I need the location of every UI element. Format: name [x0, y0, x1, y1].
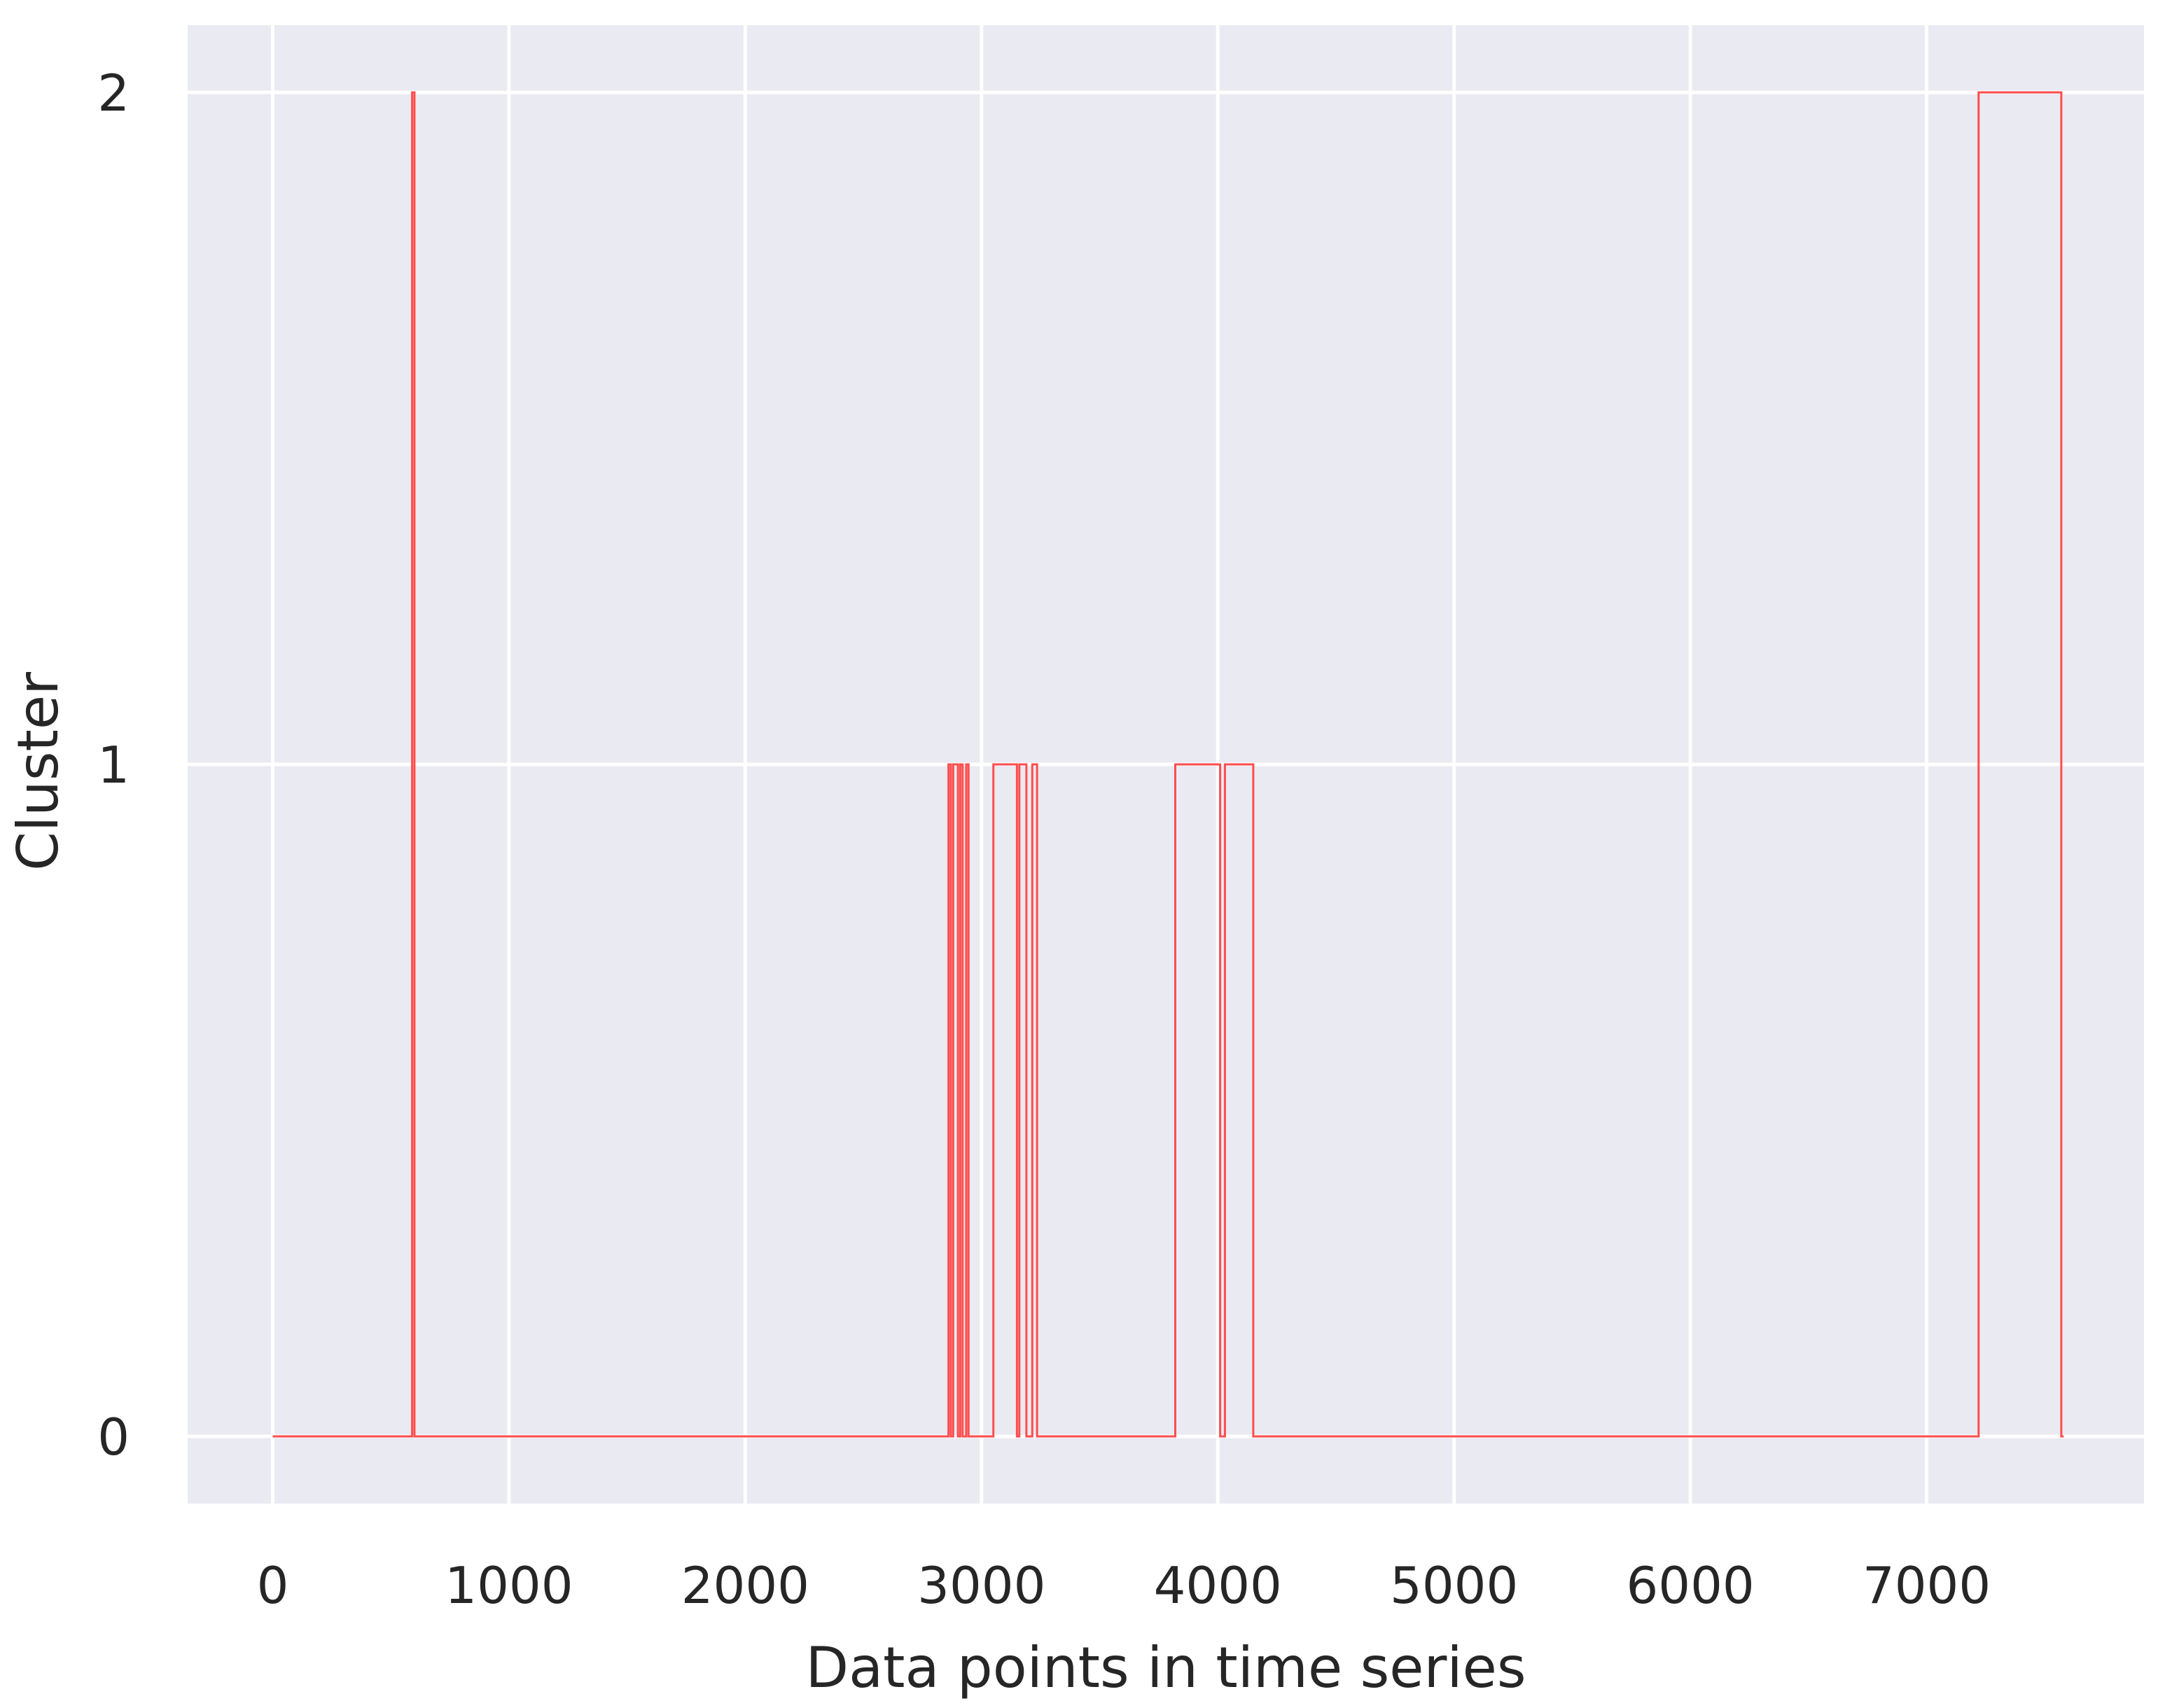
- series-layer: [272, 91, 2064, 1438]
- x-tick-label: 4000: [1154, 1556, 1282, 1615]
- x-tick-label: 2000: [681, 1556, 809, 1615]
- x-tick-label: 0: [257, 1556, 289, 1615]
- x-tick-label: 5000: [1390, 1556, 1518, 1615]
- y-axis-label: Cluster: [6, 672, 71, 871]
- y-tick-label: 1: [97, 736, 130, 794]
- series-line: [272, 91, 2064, 1438]
- x-tick-label: 3000: [917, 1556, 1045, 1615]
- y-tick-label: 2: [97, 64, 130, 122]
- x-tick-labels: 0 1000 2000 3000 4000 5000 6000 7000: [257, 1556, 1991, 1615]
- x-tick-label: 1000: [445, 1556, 573, 1615]
- x-tick-label: 7000: [1863, 1556, 1991, 1615]
- x-axis-label: Data points in time series: [805, 1635, 1526, 1700]
- y-tick-labels: 0 1 2: [97, 64, 130, 1466]
- y-tick-label: 0: [97, 1408, 130, 1466]
- x-tick-label: 6000: [1626, 1556, 1754, 1615]
